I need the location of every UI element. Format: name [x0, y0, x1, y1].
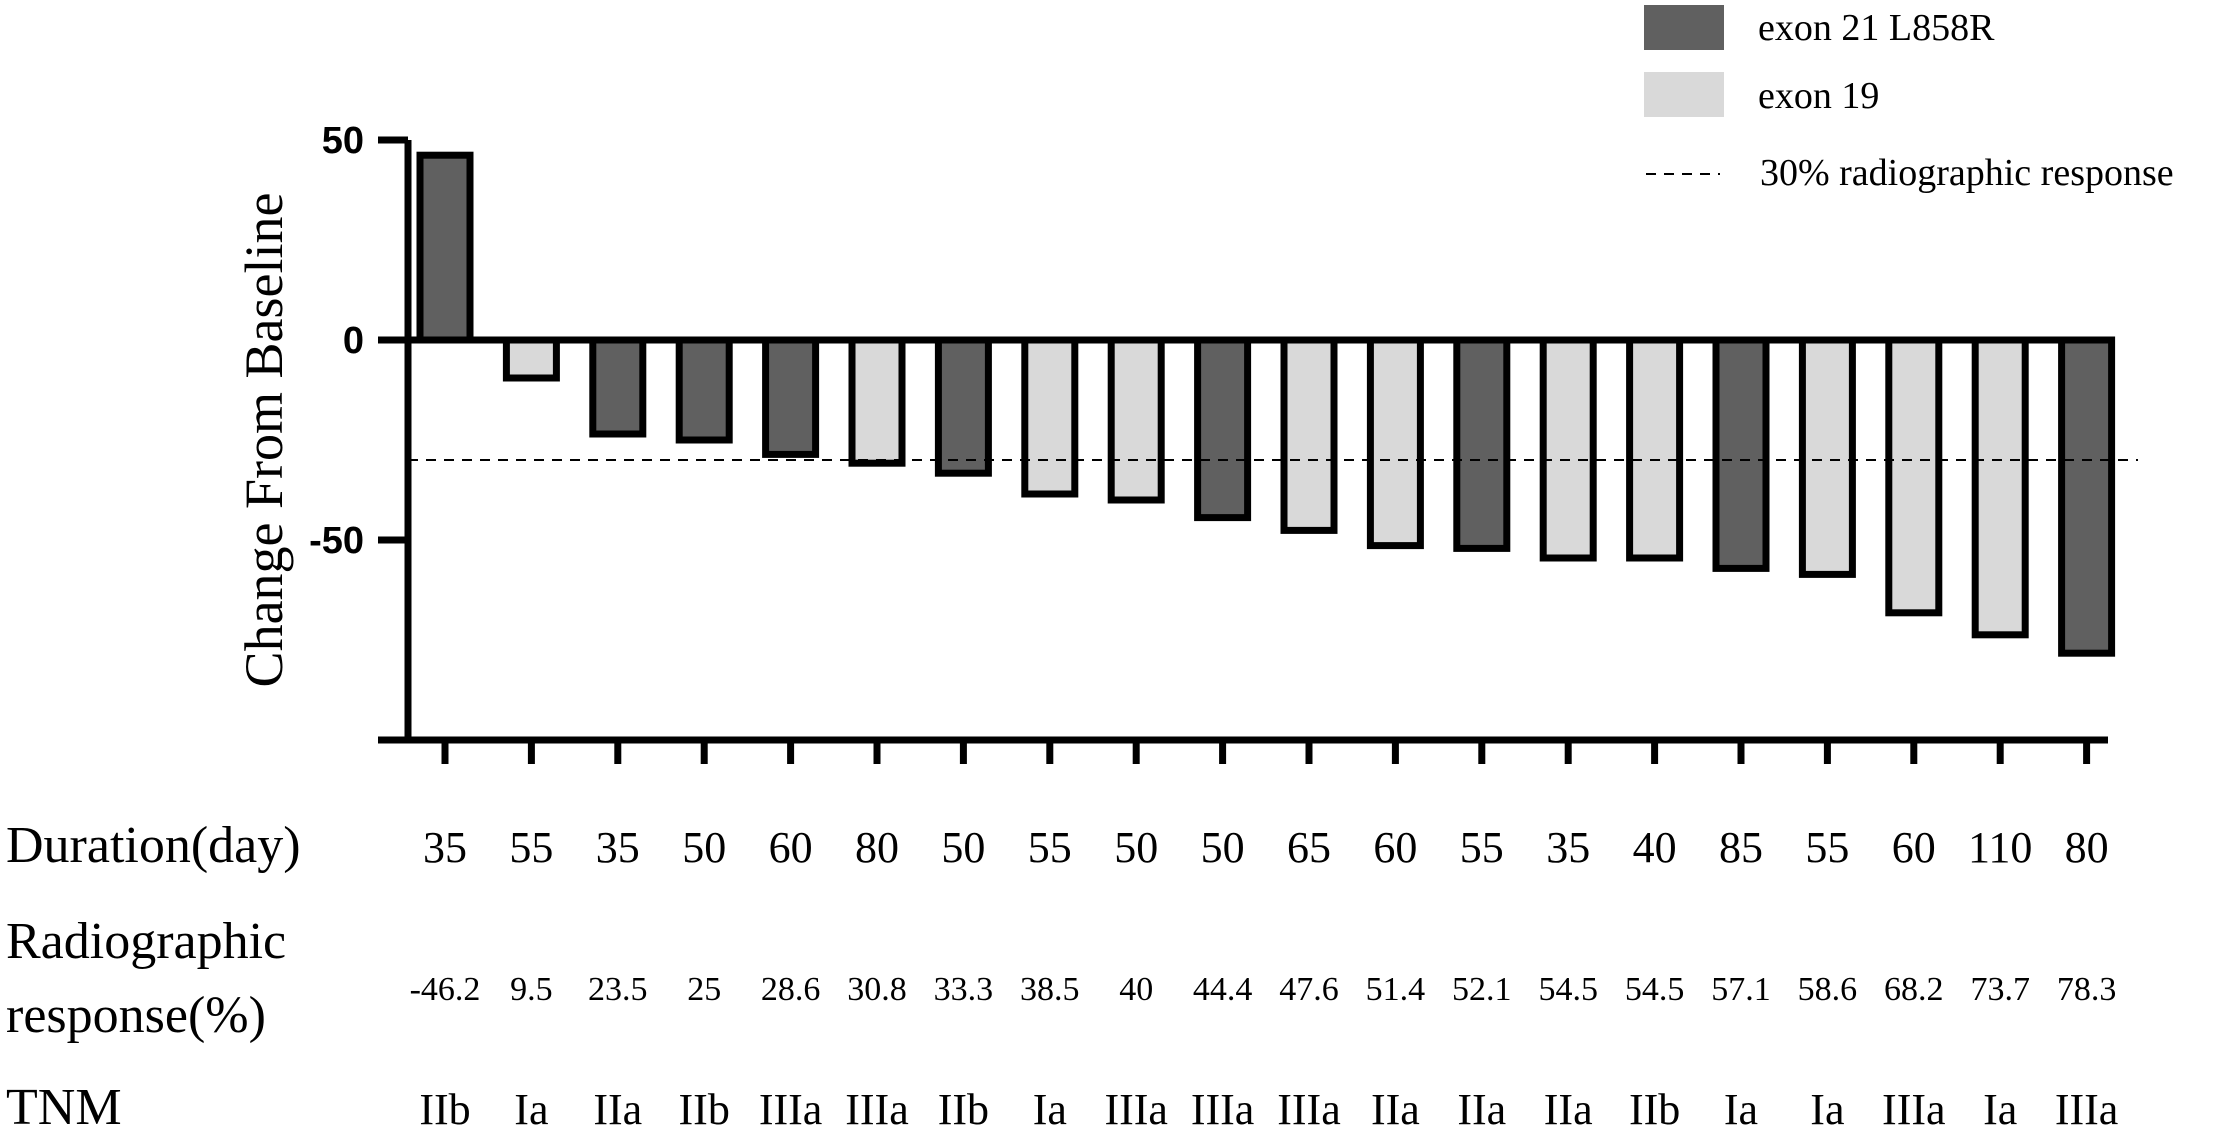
duration-value: 60	[1892, 823, 1936, 872]
bar	[762, 336, 820, 458]
bar	[675, 336, 733, 444]
tnm-value: Ia	[1810, 1085, 1844, 1134]
response-value: 40	[1119, 971, 1153, 1008]
duration-value: 60	[1373, 823, 1417, 872]
tnm-value: IIIa	[1191, 1085, 1255, 1134]
response-value: 51.4	[1366, 971, 1426, 1008]
response-value: 44.4	[1193, 971, 1253, 1008]
duration-value: 50	[941, 823, 985, 872]
row-label-duration: Duration(day)	[6, 817, 301, 874]
response-value: 73.7	[1970, 971, 2030, 1008]
table-values: 35 55 35 50 60 80 50 55 50 50 65 60 55 35 40 85 55 60 110 8…	[410, 823, 2119, 1134]
duration-value: 55	[1460, 823, 1504, 872]
duration-value: 50	[1114, 823, 1158, 872]
tnm-value: Ia	[514, 1085, 548, 1134]
legend: exon 21 L858R exon 19 30% radiographic r…	[1644, 5, 2174, 194]
tnm-value: IIb	[419, 1085, 470, 1134]
axes-layer: 50 0 -50	[309, 120, 2138, 764]
y-axis-label: Change From Baseline	[234, 193, 294, 688]
duration-value: 55	[1028, 823, 1072, 872]
response-value: 30.8	[847, 971, 907, 1008]
bar	[1971, 336, 2029, 639]
bar	[589, 336, 647, 438]
tnm-value: IIb	[679, 1085, 730, 1134]
bar	[1712, 336, 1770, 572]
tnm-value: IIa	[1371, 1085, 1420, 1134]
bar	[1539, 336, 1597, 562]
tnm-value: IIa	[593, 1085, 642, 1134]
bar	[1366, 336, 1424, 550]
duration-value: 55	[1805, 823, 1849, 872]
tnm-value: IIIa	[1277, 1085, 1341, 1134]
bar	[934, 336, 992, 477]
tnm-value: IIIa	[1104, 1085, 1168, 1134]
response-value: 58.6	[1798, 971, 1858, 1008]
bar	[2058, 336, 2116, 657]
response-value: 54.5	[1625, 971, 1685, 1008]
tnm-value: IIb	[938, 1085, 989, 1134]
response-value: 54.5	[1538, 971, 1598, 1008]
bar	[502, 336, 560, 382]
legend-swatch-exon21	[1644, 5, 1724, 50]
y-tick-label: 0	[343, 320, 364, 362]
bar	[1626, 336, 1684, 562]
duration-value: 50	[682, 823, 726, 872]
tnm-value: Ia	[1724, 1085, 1758, 1134]
bar	[1453, 336, 1511, 552]
duration-value: 55	[509, 823, 553, 872]
bars-layer	[416, 151, 2116, 657]
bar	[1107, 336, 1165, 504]
response-value: 9.5	[510, 971, 553, 1008]
bar	[1798, 336, 1856, 578]
duration-value: 80	[2065, 823, 2109, 872]
duration-value: 65	[1287, 823, 1331, 872]
row-label-response-line1: Radiographic	[6, 913, 286, 970]
response-value: 57.1	[1711, 971, 1771, 1008]
duration-value: 35	[1546, 823, 1590, 872]
legend-label-threshold: 30% radiographic response	[1760, 152, 2174, 194]
tnm-value: IIb	[1629, 1085, 1680, 1134]
response-value: 23.5	[588, 971, 648, 1008]
legend-label-exon21: exon 21 L858R	[1758, 7, 1995, 49]
response-value: 68.2	[1884, 971, 1944, 1008]
bar	[1280, 336, 1338, 534]
response-value: 28.6	[761, 971, 821, 1008]
duration-value: 80	[855, 823, 899, 872]
y-tick-label: -50	[309, 520, 364, 562]
bar	[416, 151, 474, 344]
response-value: 52.1	[1452, 971, 1512, 1008]
data-table: Duration(day) Radiographic response(%) T…	[6, 817, 2118, 1134]
response-value: 33.3	[934, 971, 994, 1008]
tnm-value: IIIa	[759, 1085, 823, 1134]
bar	[1021, 336, 1079, 498]
tnm-value: IIIa	[1882, 1085, 1946, 1134]
response-value: 78.3	[2057, 971, 2117, 1008]
duration-value: 40	[1633, 823, 1677, 872]
duration-value: 85	[1719, 823, 1763, 872]
response-value: -46.2	[410, 971, 481, 1008]
duration-value: 50	[1201, 823, 1245, 872]
response-value: 25	[687, 971, 721, 1008]
tnm-value: IIa	[1544, 1085, 1593, 1134]
response-value: 38.5	[1020, 971, 1080, 1008]
legend-label-exon19: exon 19	[1758, 75, 1879, 117]
bar	[1885, 336, 1943, 617]
duration-value: 110	[1968, 823, 2032, 872]
row-label-response-line2: response(%)	[6, 987, 266, 1044]
duration-value: 35	[596, 823, 640, 872]
tnm-value: Ia	[1033, 1085, 1067, 1134]
tnm-value: Ia	[1983, 1085, 2017, 1134]
duration-value: 35	[423, 823, 467, 872]
tnm-value: IIa	[1457, 1085, 1506, 1134]
y-tick-label: 50	[322, 120, 364, 162]
row-label-tnm: TNM	[6, 1079, 122, 1134]
legend-swatch-exon19	[1644, 72, 1724, 117]
tnm-value: IIIa	[2055, 1085, 2119, 1134]
response-value: 47.6	[1279, 971, 1339, 1008]
duration-value: 60	[769, 823, 813, 872]
bar	[848, 336, 906, 467]
bar	[1194, 336, 1252, 522]
tnm-value: IIIa	[845, 1085, 909, 1134]
